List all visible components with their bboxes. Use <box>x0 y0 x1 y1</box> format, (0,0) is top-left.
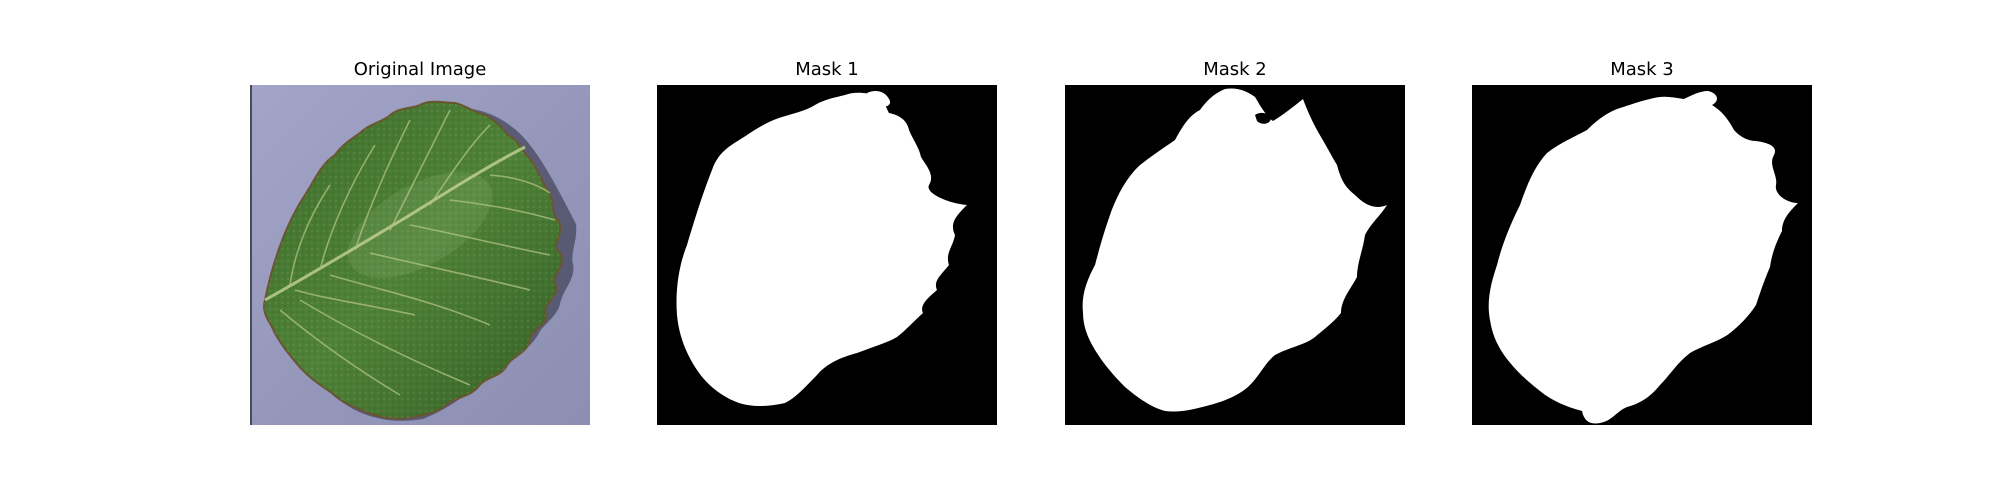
panel-title: Mask 1 <box>657 55 997 85</box>
leaf-photo <box>250 85 590 425</box>
panel-mask-2: Mask 2 <box>1065 55 1405 85</box>
photo-left-edge <box>250 85 252 425</box>
panel-title: Mask 3 <box>1472 55 1812 85</box>
mask-2-image <box>1065 85 1405 425</box>
mask-3 <box>1472 85 1812 425</box>
panel-title: Mask 2 <box>1065 55 1405 85</box>
panel-mask-3: Mask 3 <box>1472 55 1812 85</box>
panel-title: Original Image <box>250 55 590 85</box>
mask-3-image <box>1472 85 1812 425</box>
panel-original-image: Original Image <box>250 55 590 85</box>
mask-1-image <box>657 85 997 425</box>
mask-1 <box>657 85 997 425</box>
mask-2 <box>1065 85 1405 425</box>
panel-mask-1: Mask 1 <box>657 55 997 85</box>
original-image <box>250 85 590 425</box>
